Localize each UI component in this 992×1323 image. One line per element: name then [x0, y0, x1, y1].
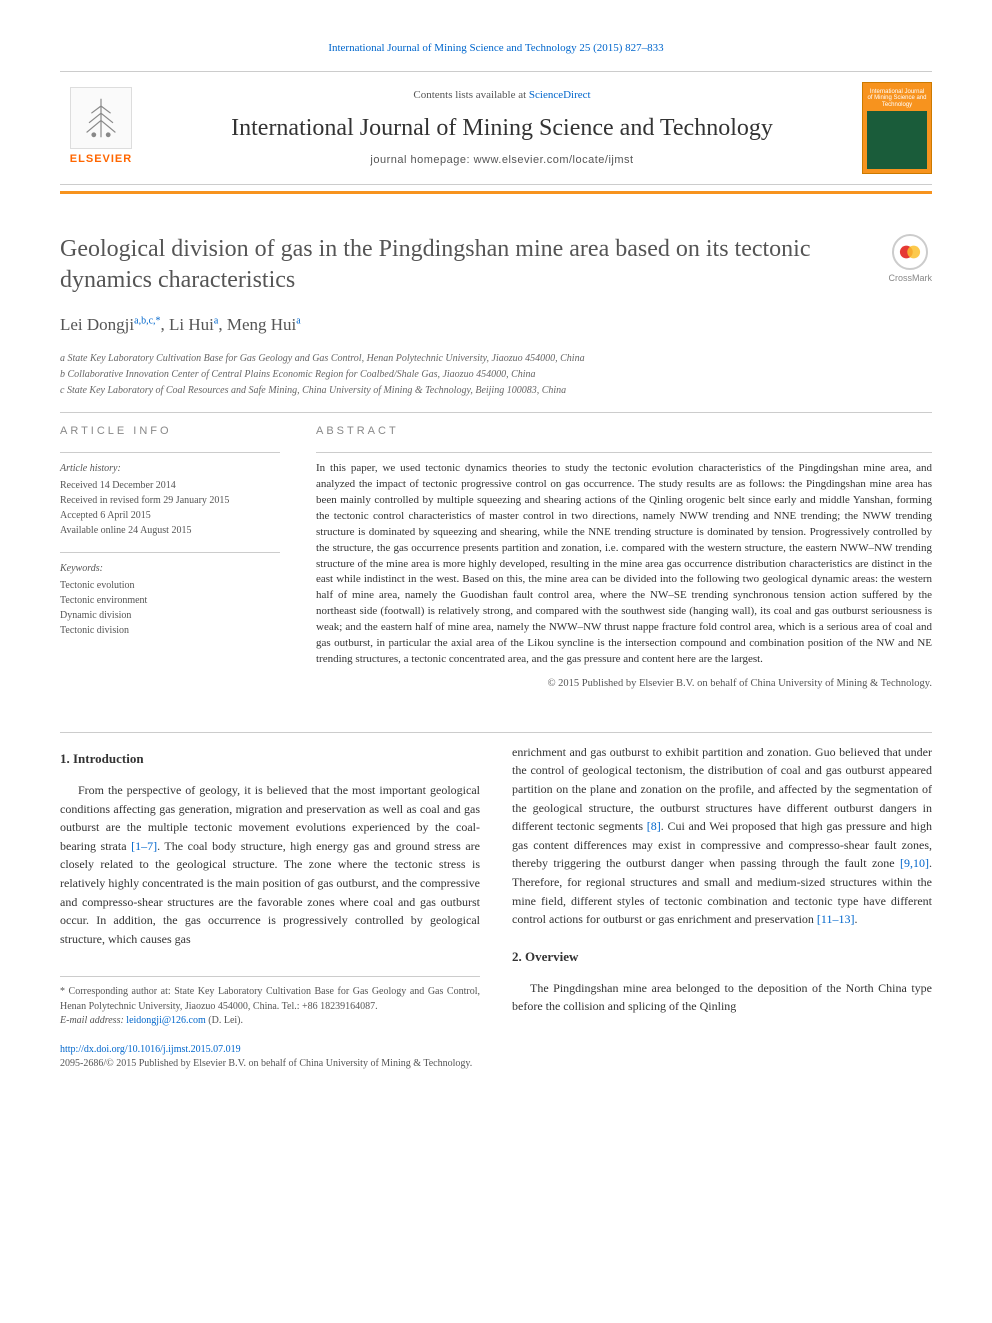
revised-date: Received in revised form 29 January 2015: [60, 493, 280, 508]
abstract-panel: ABSTRACT In this paper, we used tectonic…: [316, 423, 932, 691]
left-column: 1. Introduction From the perspective of …: [60, 743, 480, 1029]
contents-lists-line: Contents lists available at ScienceDirec…: [413, 87, 590, 104]
affiliation-a: a State Key Laboratory Cultivation Base …: [60, 351, 932, 366]
right-column: enrichment and gas outburst to exhibit p…: [512, 743, 932, 1029]
citation-11-13[interactable]: [11–13]: [817, 912, 855, 926]
overview-para-1: The Pingdingshan mine area belonged to t…: [512, 979, 932, 1016]
journal-homepage[interactable]: journal homepage: www.elsevier.com/locat…: [370, 152, 633, 169]
corresponding-author-block: * Corresponding author at: State Key Lab…: [60, 976, 480, 1029]
author-2: , Li Hui: [161, 315, 214, 334]
elsevier-wordmark: ELSEVIER: [70, 151, 132, 168]
article-info-heading: ARTICLE INFO: [60, 423, 280, 440]
author-1-affil[interactable]: a,b,c,: [134, 315, 155, 326]
article-title: Geological division of gas in the Pingdi…: [60, 234, 868, 296]
elsevier-logo[interactable]: ELSEVIER: [60, 87, 142, 168]
keyword-3: Dynamic division: [60, 608, 280, 623]
divider: [60, 412, 932, 413]
journal-masthead: ELSEVIER Contents lists available at Sci…: [60, 71, 932, 185]
abstract-copyright: © 2015 Published by Elsevier B.V. on beh…: [316, 676, 932, 692]
abstract-text: In this paper, we used tectonic dynamics…: [316, 452, 932, 668]
received-date: Received 14 December 2014: [60, 478, 280, 493]
article-info-panel: ARTICLE INFO Article history: Received 1…: [60, 423, 280, 691]
corr-text: Corresponding author at: State Key Labor…: [60, 986, 480, 1012]
cover-title: International Journal of Mining Science …: [867, 89, 927, 109]
crossmark-icon: [892, 234, 928, 270]
accepted-date: Accepted 6 April 2015: [60, 508, 280, 523]
author-3: , Meng Hui: [218, 315, 296, 334]
abstract-heading: ABSTRACT: [316, 423, 932, 440]
journal-title: International Journal of Mining Science …: [231, 110, 773, 146]
keywords-label: Keywords:: [60, 561, 280, 576]
affiliation-c: c State Key Laboratory of Coal Resources…: [60, 383, 932, 398]
crossmark-label: CrossMark: [888, 272, 932, 286]
citation-8[interactable]: [8]: [647, 819, 661, 833]
online-date: Available online 24 August 2015: [60, 523, 280, 538]
keyword-1: Tectonic evolution: [60, 578, 280, 593]
email-label: E-mail address:: [60, 1015, 126, 1026]
sciencedirect-link[interactable]: ScienceDirect: [529, 89, 591, 101]
journal-cover-thumbnail[interactable]: International Journal of Mining Science …: [862, 82, 932, 174]
affiliation-b: b Collaborative Innovation Center of Cen…: [60, 367, 932, 382]
elsevier-tree-icon: [70, 87, 132, 149]
journal-reference[interactable]: International Journal of Mining Science …: [60, 40, 932, 57]
author-3-affil[interactable]: a: [296, 315, 300, 326]
orange-divider: [60, 191, 932, 194]
page-footer: http://dx.doi.org/10.1016/j.ijmst.2015.0…: [60, 1043, 932, 1071]
issn-copyright: 2095-2686/© 2015 Published by Elsevier B…: [60, 1057, 932, 1071]
cover-body: [867, 111, 927, 168]
intro-para-2: enrichment and gas outburst to exhibit p…: [512, 743, 932, 929]
keyword-4: Tectonic division: [60, 623, 280, 638]
author-list: Lei Dongjia,b,c,*, Li Huia, Meng Huia: [60, 312, 932, 338]
doi-link[interactable]: http://dx.doi.org/10.1016/j.ijmst.2015.0…: [60, 1043, 932, 1057]
contents-prefix: Contents lists available at: [413, 89, 528, 101]
intro-heading: 1. Introduction: [60, 749, 480, 769]
history-label: Article history:: [60, 461, 280, 476]
affiliations: a State Key Laboratory Cultivation Base …: [60, 351, 932, 398]
corr-email[interactable]: leidongji@126.com: [126, 1015, 205, 1026]
crossmark-badge[interactable]: CrossMark: [888, 234, 932, 286]
overview-heading: 2. Overview: [512, 947, 932, 967]
author-1: Lei Dongji: [60, 315, 134, 334]
intro-para-1: From the perspective of geology, it is b…: [60, 781, 480, 948]
citation-9-10[interactable]: [9,10]: [900, 856, 929, 870]
keyword-2: Tectonic environment: [60, 593, 280, 608]
citation-1-7[interactable]: [1–7]: [131, 839, 157, 853]
corr-email-suffix: (D. Lei).: [206, 1015, 243, 1026]
article-body: 1. Introduction From the perspective of …: [60, 743, 932, 1029]
divider: [60, 732, 932, 733]
